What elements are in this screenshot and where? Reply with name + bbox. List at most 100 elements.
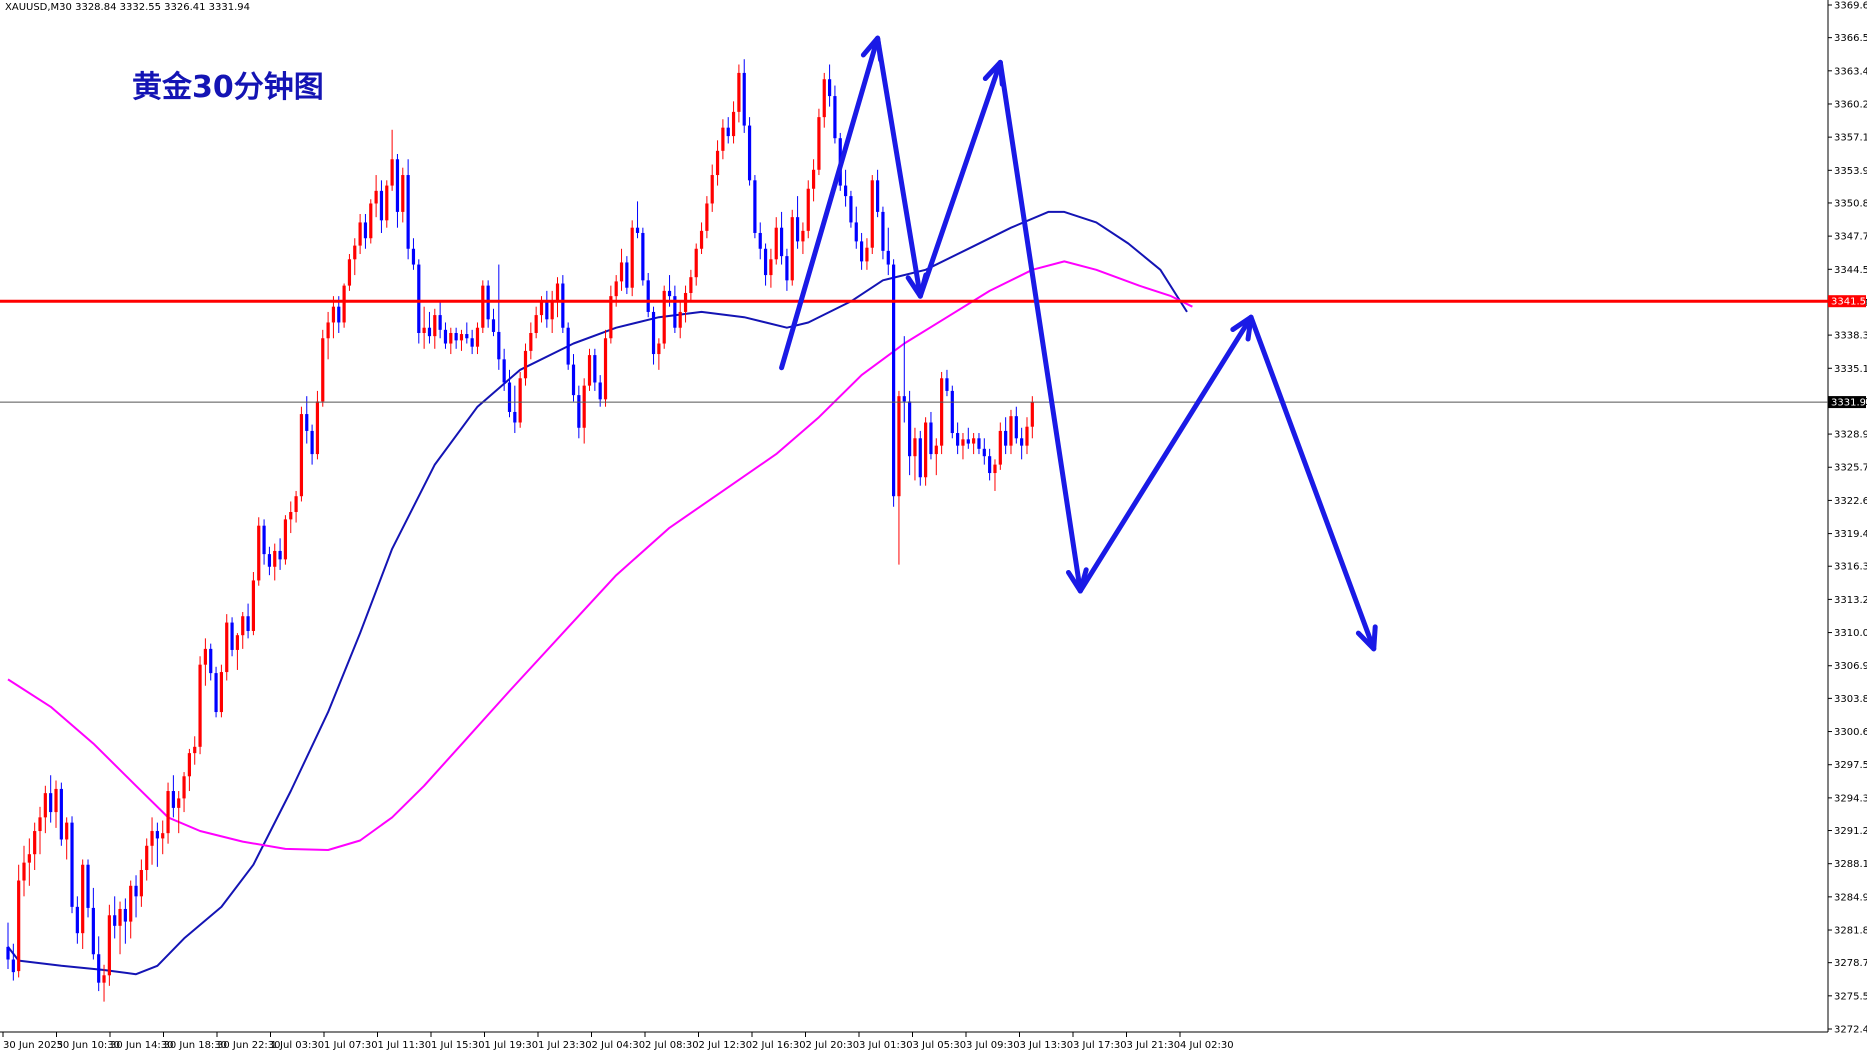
candle (411, 238, 416, 270)
price-tick-label: 3319.45 (1834, 529, 1867, 540)
candle (257, 517, 261, 586)
time-tick-label: 3 Jul 09:30 (966, 1040, 1020, 1051)
candle (1004, 417, 1008, 455)
trend-arrow (1248, 314, 1378, 652)
price-tick-label: 3275.55 (1834, 991, 1867, 1002)
trend-arrows (779, 35, 1378, 652)
symbol-header: XAUUSD,M30 3328.84 3332.55 3326.41 3331.… (5, 2, 250, 13)
candle (129, 880, 133, 939)
candle (454, 327, 458, 349)
candle (940, 371, 944, 455)
price-tick-label: 3294.35 (1834, 793, 1867, 804)
candle (876, 169, 880, 218)
candle (321, 329, 325, 407)
candle (353, 238, 357, 276)
candle (662, 285, 666, 349)
price-badges: 3341.52 3331.94 (1828, 295, 1867, 409)
candle (305, 396, 309, 444)
candle (934, 438, 938, 476)
candle (326, 311, 330, 360)
candle (97, 936, 101, 992)
candle (972, 433, 976, 455)
candle (246, 603, 250, 639)
time-tick-label: 3 Jul 05:30 (913, 1040, 967, 1051)
price-tick-label: 3350.85 (1834, 198, 1867, 209)
price-tick-label: 3278.70 (1834, 958, 1867, 969)
candle (966, 427, 970, 449)
candle (166, 782, 170, 844)
candle (785, 248, 789, 291)
candle (694, 243, 698, 286)
candle (401, 167, 405, 223)
candle (630, 220, 634, 297)
time-tick-label: 4 Jul 02:30 (1180, 1040, 1234, 1051)
candle (502, 348, 506, 391)
candle (235, 633, 240, 670)
candle (998, 422, 1002, 470)
price-tick-label: 3306.90 (1834, 661, 1867, 672)
candle (753, 175, 757, 239)
candle (598, 375, 602, 407)
candle (619, 248, 624, 291)
candle (961, 433, 965, 460)
candle (988, 448, 992, 481)
candle (139, 859, 143, 907)
candle (33, 822, 37, 871)
candle (582, 378, 586, 444)
price-tick-label: 3297.50 (1834, 760, 1867, 771)
candle (379, 180, 384, 233)
price-tick-label: 3303.80 (1834, 694, 1867, 705)
candle (363, 214, 368, 249)
candle (1014, 406, 1018, 444)
candle (774, 217, 778, 265)
candle (406, 159, 410, 260)
price-axis: 3369.65 3366.55 3363.40 3360.25 3357.10 3353.… (1828, 1, 1867, 1036)
candle (342, 283, 346, 328)
candle (822, 72, 826, 128)
candle (689, 269, 693, 302)
time-tick-label: 30 Jun 10:30 (57, 1040, 121, 1051)
candle (49, 775, 53, 823)
price-tick-label: 3291.25 (1834, 826, 1867, 837)
time-tick-label: 1 Jul 15:30 (431, 1040, 485, 1051)
candle (870, 175, 874, 255)
candle (811, 159, 816, 202)
candle (225, 614, 229, 681)
candle (747, 117, 752, 186)
price-levels (0, 299, 1828, 403)
time-tick-label: 1 Jul 03:30 (271, 1040, 325, 1051)
candle (427, 311, 432, 344)
candle (91, 887, 95, 960)
candle (433, 308, 437, 349)
time-tick-label: 30 Jun 14:30 (110, 1040, 174, 1051)
candle (726, 117, 730, 144)
candle (1020, 427, 1024, 460)
time-tick-label: 3 Jul 13:30 (1020, 1040, 1074, 1051)
candle (609, 285, 613, 344)
candle (886, 227, 890, 276)
candle (545, 290, 549, 328)
candle (555, 277, 560, 318)
candle (294, 490, 298, 523)
time-tick-label: 30 Jun 2025 (3, 1040, 63, 1051)
candle (924, 417, 928, 486)
candle (673, 285, 677, 333)
candle (22, 845, 26, 897)
candle (950, 385, 954, 439)
candle (369, 199, 373, 244)
candle (449, 327, 453, 355)
candle (6, 922, 10, 969)
price-tick-label: 3369.65 (1834, 1, 1867, 12)
time-tick-label: 30 Jun 22:30 (217, 1040, 281, 1051)
candle (390, 129, 394, 191)
chart-title: 黄金30分钟图 (132, 70, 324, 105)
candle (187, 748, 191, 792)
time-tick-label: 2 Jul 08:30 (645, 1040, 699, 1051)
candle (422, 306, 426, 349)
candle (475, 322, 480, 355)
candle (710, 164, 714, 212)
time-tick-label: 1 Jul 11:30 (378, 1040, 432, 1051)
candle (790, 209, 794, 286)
candle (470, 329, 474, 355)
